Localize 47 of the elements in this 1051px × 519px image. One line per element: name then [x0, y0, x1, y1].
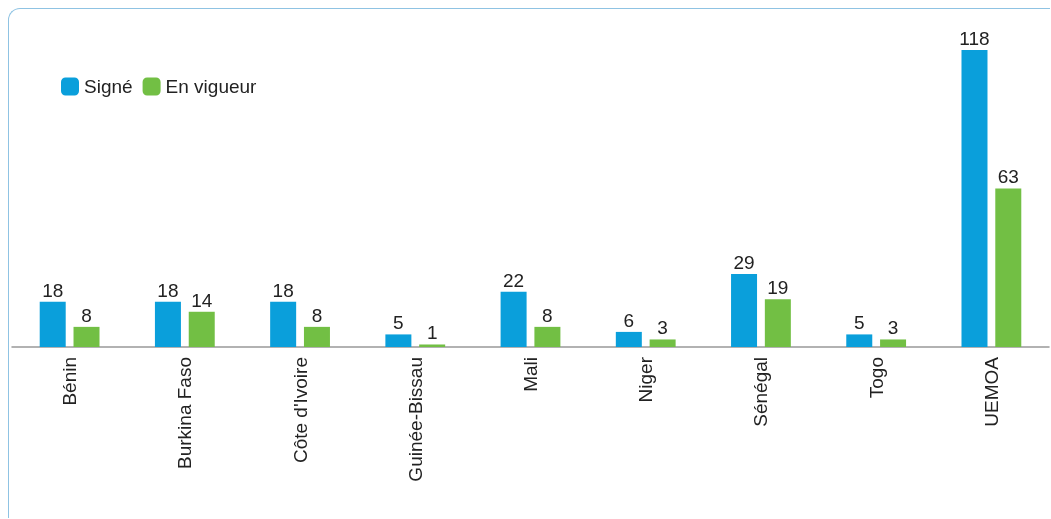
- bar: [270, 301, 297, 347]
- data-label: 3: [657, 317, 668, 339]
- data-label: 5: [393, 312, 404, 334]
- data-label: 63: [997, 166, 1019, 188]
- bar: [764, 299, 791, 347]
- data-label: 8: [311, 304, 323, 326]
- bar: [615, 331, 642, 347]
- data-label: 8: [542, 304, 553, 326]
- legend-label: Signé: [84, 76, 133, 97]
- x-tick-label: UEMOA: [980, 356, 1002, 427]
- bar: [385, 334, 412, 347]
- data-label: 19: [767, 277, 789, 299]
- data-label: 14: [191, 289, 213, 311]
- data-label: 6: [623, 309, 635, 331]
- bar: [649, 339, 676, 347]
- x-tick-label: Côte d'Ivoire: [289, 357, 311, 464]
- legend-label: En vigueur: [165, 76, 258, 97]
- x-tick-label: Togo: [865, 357, 887, 399]
- bar: [846, 334, 873, 347]
- bar: [73, 326, 100, 347]
- data-label: 8: [81, 304, 92, 326]
- x-tick-label: Bénin: [59, 357, 81, 406]
- data-label: 18: [272, 279, 294, 301]
- bar: [303, 326, 330, 347]
- data-label: 29: [733, 252, 755, 274]
- data-label: 118: [959, 28, 990, 49]
- data-label: 3: [887, 317, 899, 339]
- data-label: 18: [42, 279, 64, 301]
- bar: [995, 188, 1022, 347]
- bar: [419, 344, 446, 347]
- data-label: 1: [426, 322, 438, 344]
- x-tick-label: Burkina Faso: [174, 357, 196, 469]
- data-label: 22: [503, 269, 525, 291]
- data-label: 5: [853, 312, 865, 334]
- data-label: 18: [157, 279, 179, 301]
- x-tick-label: Sénégal: [750, 357, 772, 427]
- x-tick-label: Niger: [635, 356, 657, 403]
- bar: [961, 50, 988, 347]
- bar: [500, 291, 527, 347]
- bar: [154, 301, 181, 347]
- x-tick-label: Mali: [520, 357, 541, 392]
- bar: [188, 311, 215, 347]
- bar: [731, 274, 758, 347]
- bar: [39, 301, 66, 347]
- x-tick-label: Guinée-Bissau: [404, 357, 426, 482]
- bar: [880, 339, 907, 347]
- bar: [534, 326, 561, 347]
